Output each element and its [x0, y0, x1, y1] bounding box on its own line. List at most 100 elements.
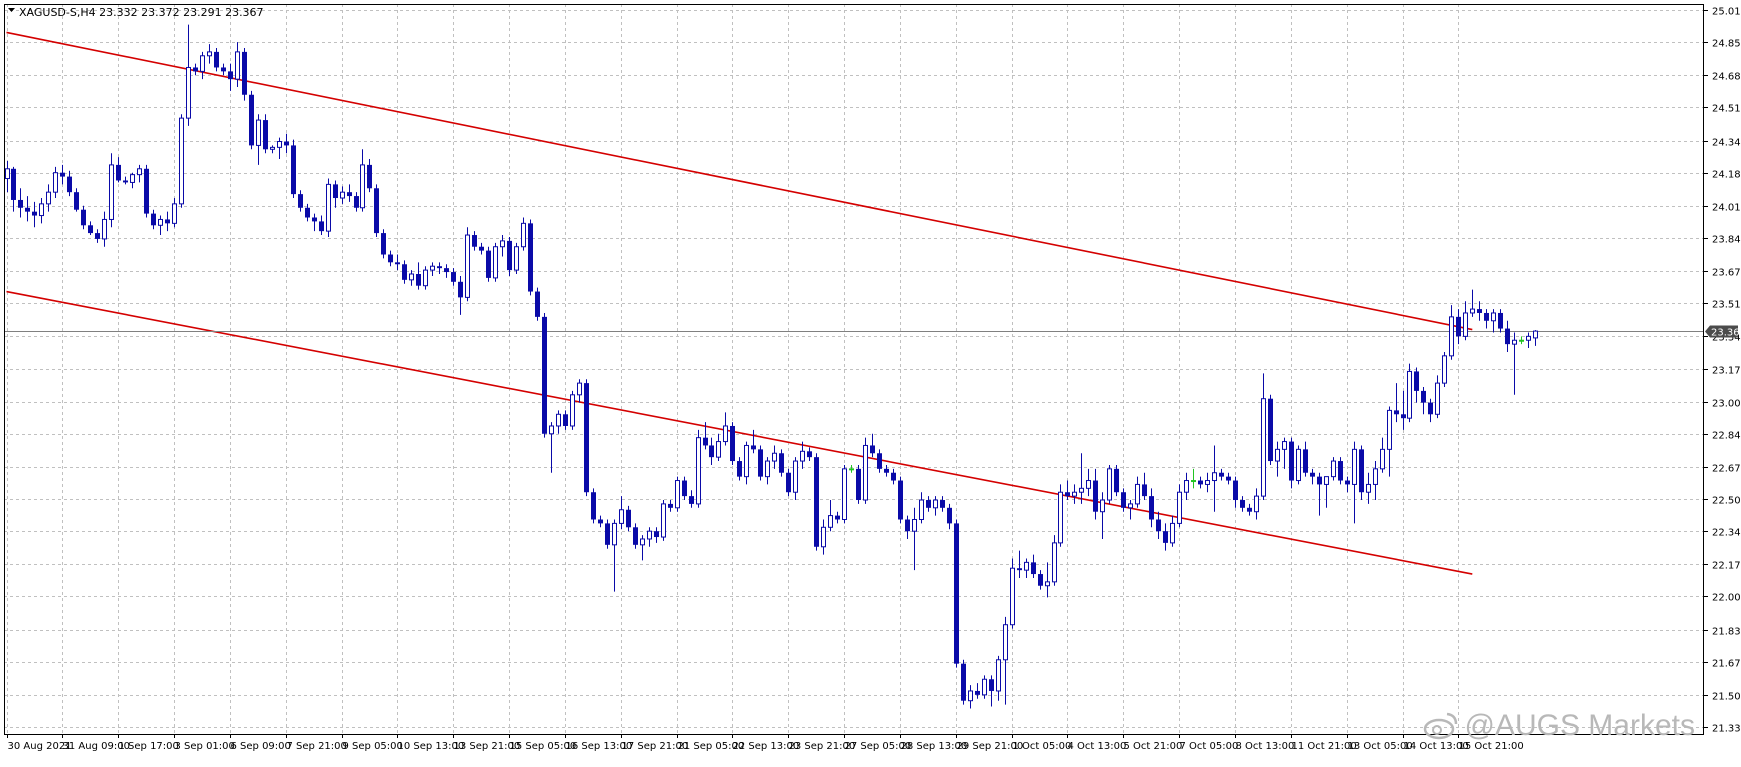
candle-body-bull — [1170, 522, 1175, 544]
candle-body-bear — [954, 523, 959, 664]
candle-body-bear — [367, 164, 372, 189]
candle — [1065, 480, 1070, 501]
candle-body-bear — [542, 316, 547, 434]
candle — [1338, 457, 1343, 485]
candle-body-bull — [675, 480, 680, 509]
candle-body-bear — [528, 223, 533, 292]
price-tick-label: 24.180 — [1712, 170, 1741, 181]
price-tick-label: 24.680 — [1712, 72, 1741, 83]
candle-body-bear — [989, 679, 994, 691]
candle-body-bear — [786, 472, 791, 493]
candle — [828, 500, 833, 532]
candle — [1184, 472, 1189, 501]
candle — [1058, 484, 1063, 547]
candle-body-bear — [884, 468, 889, 473]
candle-body-bear — [1233, 480, 1238, 501]
candle — [814, 453, 819, 551]
candle-body-bear — [668, 503, 673, 508]
time-tick-label: 15 Sep 05:00 — [510, 741, 577, 752]
candle-body-bull — [514, 246, 519, 271]
candle — [1296, 445, 1301, 485]
candle — [319, 215, 324, 236]
candle — [1289, 437, 1294, 489]
candle — [486, 246, 491, 282]
candle — [1156, 511, 1161, 539]
candle-body-bull — [570, 394, 575, 427]
candle — [577, 379, 582, 403]
candle-body-bull — [849, 468, 854, 471]
price-axis: 25.015 24.850 24.680 24.515 24.345 24.180 24.0… — [1704, 7, 1741, 735]
candle-body-bear — [758, 449, 763, 477]
dropdown-arrow-icon[interactable] — [8, 8, 15, 12]
candle-body-bull — [793, 460, 798, 493]
candle — [214, 47, 219, 72]
candle-body-bull — [1072, 491, 1077, 497]
candle-body-bull — [1442, 355, 1447, 384]
candle — [200, 51, 205, 80]
candle-body-bear — [1421, 390, 1426, 403]
price-tick-label: 22.505 — [1712, 496, 1741, 507]
candle — [856, 464, 861, 504]
candle-body-bull — [863, 444, 868, 501]
time-tick-label: 1 Sep 17:00 — [119, 741, 179, 752]
candle — [1268, 394, 1273, 465]
candle — [1198, 476, 1203, 489]
candle-body-bull — [277, 141, 282, 148]
candle — [1324, 476, 1329, 508]
candle-body-bear — [1247, 507, 1252, 512]
candle — [5, 160, 10, 193]
candle — [1163, 523, 1168, 551]
candle-body-bear — [165, 219, 170, 224]
candle-body-bear — [947, 507, 952, 524]
candle-body-bull — [1212, 472, 1217, 482]
candle — [46, 184, 51, 212]
candle — [151, 209, 156, 230]
candle-body-bull — [409, 273, 414, 281]
price-tick-label: 21.500 — [1712, 692, 1741, 703]
candle-body-bull — [1128, 503, 1133, 509]
candle — [1010, 558, 1015, 629]
candle-body-bull — [1519, 339, 1524, 342]
price-tick-label: 22.005 — [1712, 593, 1741, 604]
candle-body-bear — [11, 168, 16, 200]
candle — [1505, 320, 1510, 352]
time-tick-label: 7 Sep 21:00 — [287, 741, 347, 752]
candle — [1401, 390, 1406, 430]
candle — [1442, 351, 1447, 388]
candle-body-bull — [1331, 460, 1336, 478]
candle-body-bull — [235, 51, 240, 80]
candle — [193, 63, 198, 76]
candle — [465, 227, 470, 302]
candle-body-bear — [584, 383, 589, 493]
candle-body-bear — [1484, 312, 1489, 321]
candle-body-bear — [144, 168, 149, 214]
candle — [723, 412, 728, 446]
candle — [654, 527, 659, 543]
candle — [975, 683, 980, 699]
candle-body-bull — [549, 425, 554, 435]
candle — [612, 519, 617, 592]
candle — [668, 500, 673, 512]
candle — [381, 229, 386, 259]
candle — [1128, 500, 1133, 520]
candle-body-bull — [1366, 483, 1371, 493]
candle — [207, 44, 212, 64]
candle — [807, 447, 812, 462]
candle-body-bear — [221, 67, 226, 72]
time-tick-label: 27 Sep 05:00 — [845, 741, 912, 752]
candle — [11, 166, 16, 212]
candle-body-bear — [940, 500, 945, 508]
candle — [1052, 535, 1057, 586]
candle-body-bear — [1163, 531, 1168, 543]
candle-body-bear — [1065, 492, 1070, 497]
candle-body-bull — [1184, 480, 1189, 493]
candle-body-bull — [1079, 487, 1084, 493]
candle-body-bull — [1205, 480, 1210, 485]
candle-body-bull — [1435, 382, 1440, 415]
candle — [347, 184, 352, 202]
candle — [367, 159, 372, 193]
candles[interactable] — [5, 24, 1538, 709]
